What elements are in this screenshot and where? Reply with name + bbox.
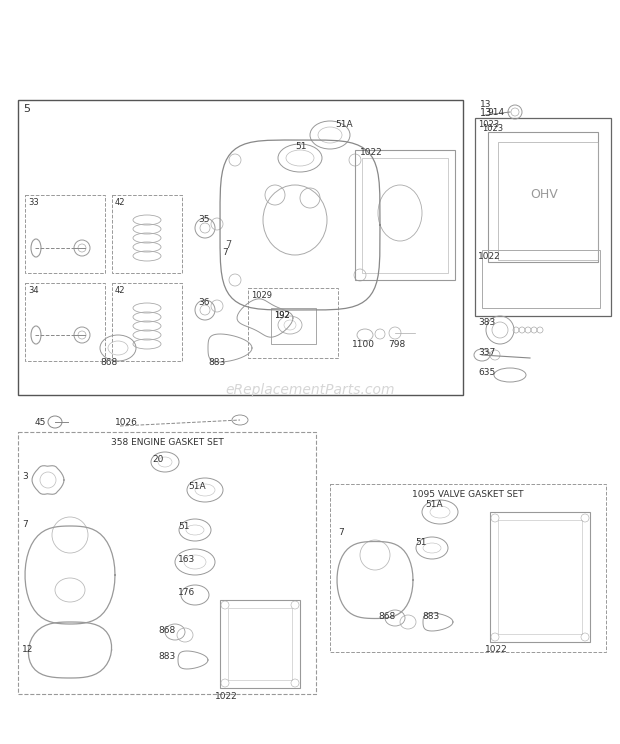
Text: 337: 337 [478,348,495,357]
Bar [228,608,292,680]
Text: eReplacementParts.com: eReplacementParts.com [225,383,395,397]
Text: 383: 383 [478,318,495,327]
Bar [112,195,182,273]
Text: 635: 635 [478,368,495,377]
Text: 192: 192 [274,311,290,320]
Bar [475,118,611,316]
Bar [330,484,606,652]
Text: 1023: 1023 [478,120,499,129]
Text: 7: 7 [22,520,28,529]
Text: 36: 36 [198,298,210,307]
Text: 34: 34 [28,286,38,295]
Text: 51: 51 [295,142,306,151]
Text: 45: 45 [35,418,46,427]
Bar [482,250,600,308]
Text: 1095 VALVE GASKET SET: 1095 VALVE GASKET SET [412,490,524,499]
Text: 868: 868 [378,612,396,621]
Bar [25,195,105,273]
Text: 868: 868 [158,626,175,635]
Bar [248,288,338,358]
Text: 33: 33 [28,198,39,207]
Bar [25,283,105,361]
Text: 1022: 1022 [485,645,508,654]
Text: 42: 42 [115,286,125,295]
Text: 1022: 1022 [360,148,383,157]
Text: 883: 883 [208,358,225,367]
Text: 1023: 1023 [482,124,503,133]
Text: 163: 163 [178,555,195,564]
Bar [18,432,316,694]
Text: 358 ENGINE GASKET SET: 358 ENGINE GASKET SET [110,438,223,447]
Text: 1022: 1022 [478,252,501,261]
Text: 51A: 51A [335,120,353,129]
Bar [271,308,316,344]
Text: 1026: 1026 [115,418,138,427]
Text: 7: 7 [222,248,228,257]
Text: 1029: 1029 [251,291,272,300]
Text: 7: 7 [225,240,231,250]
Text: 7: 7 [338,528,343,537]
Bar [112,283,182,361]
Text: 12: 12 [22,645,33,654]
Text: 20: 20 [152,455,164,464]
Text: 42: 42 [115,198,125,207]
Bar [490,512,590,642]
Bar [220,600,300,688]
Bar [488,132,598,262]
Bar [498,520,582,634]
Text: 883: 883 [422,612,439,621]
Text: 51A: 51A [188,482,206,491]
Bar [362,158,448,273]
Bar [498,142,598,260]
Text: 13: 13 [480,100,492,109]
Text: 868: 868 [100,358,117,367]
Text: OHV: OHV [530,188,558,201]
Text: 51A: 51A [425,500,443,509]
Text: 5: 5 [23,104,30,114]
Text: 176: 176 [178,588,195,597]
Text: 1100: 1100 [352,340,375,349]
Text: 51: 51 [415,538,427,547]
Text: 13: 13 [480,108,492,118]
Text: 51: 51 [178,522,190,531]
Bar [355,150,455,280]
Text: 1022: 1022 [215,692,237,701]
Text: 883: 883 [158,652,175,661]
Bar [18,100,463,395]
Text: 35: 35 [198,215,210,224]
Text: 798: 798 [388,340,405,349]
Text: 914: 914 [487,108,504,117]
Text: 3: 3 [22,472,28,481]
Text: 192: 192 [274,311,290,320]
